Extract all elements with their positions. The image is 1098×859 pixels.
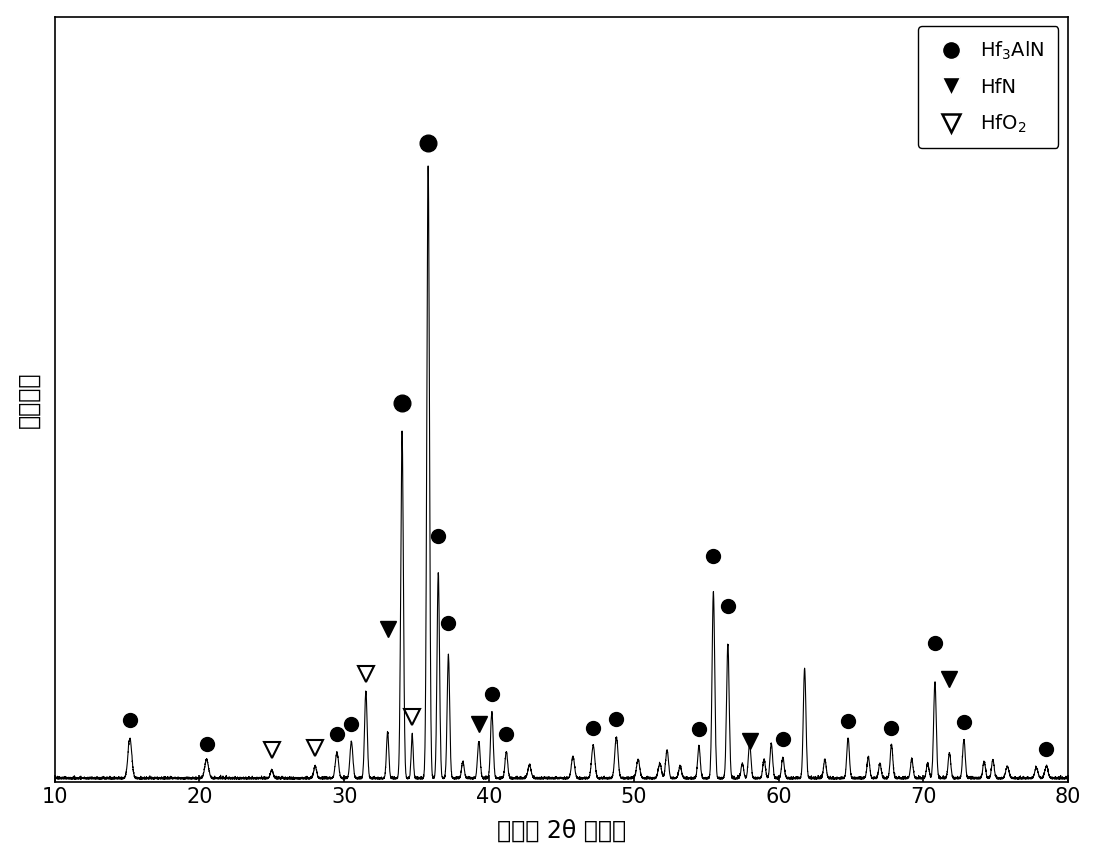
Legend: Hf$_3$AlN, HfN, HfO$_2$: Hf$_3$AlN, HfN, HfO$_2$: [918, 27, 1058, 149]
X-axis label: 衍射角 2θ （度）: 衍射角 2θ （度）: [496, 819, 626, 843]
Y-axis label: 衍射强度: 衍射强度: [16, 371, 41, 428]
